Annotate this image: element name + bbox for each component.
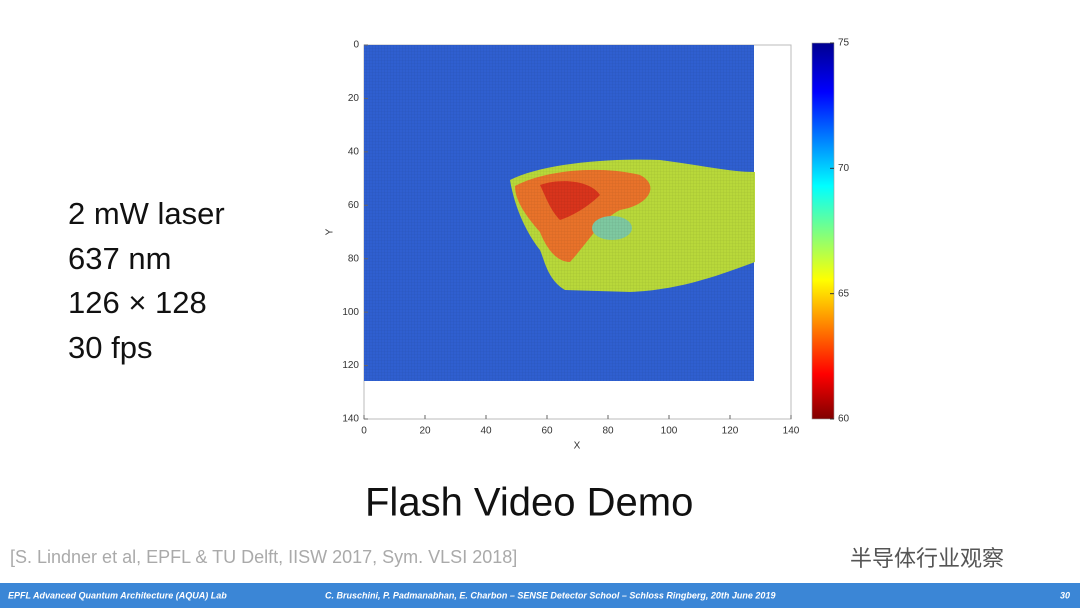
x-tick-label: 0 — [361, 426, 367, 437]
colorbar-tick-label: 60 — [838, 414, 850, 425]
page-number: 30 — [1060, 590, 1070, 600]
watermark: 半导体行业观察 — [850, 546, 1004, 571]
footer-left: EPFL Advanced Quantum Architecture (AQUA… — [8, 590, 227, 600]
x-tick-label: 120 — [722, 426, 739, 437]
footer-center: C. Bruschini, P. Padmanabhan, E. Charbon… — [325, 590, 775, 600]
y-tick-label: 80 — [348, 253, 360, 264]
y-tick-label: 0 — [353, 40, 359, 51]
y-tick-label: 20 — [348, 93, 360, 104]
colorbar-tick-label: 65 — [838, 288, 850, 299]
depth-image — [364, 45, 755, 381]
caption: Flash Video Demo — [365, 481, 693, 525]
bullet: 2 mW laser — [68, 196, 225, 231]
colorbar — [811, 42, 835, 420]
x-tick-label: 20 — [419, 426, 431, 437]
bullet: 30 fps — [68, 330, 153, 365]
y-tick-label: 40 — [348, 146, 360, 157]
y-tick-label: 100 — [342, 307, 359, 318]
x-tick-label: 40 — [480, 426, 492, 437]
bullet: 126 × 128 — [68, 285, 207, 320]
y-tick-label: 120 — [342, 360, 359, 371]
x-axis-label: X — [574, 441, 581, 452]
x-tick-label: 100 — [661, 426, 678, 437]
footer-bar — [0, 583, 1080, 608]
bullet: 637 nm — [68, 241, 172, 276]
y-tick-label: 60 — [348, 200, 360, 211]
reference: [S. Lindner et al, EPFL & TU Delft, IISW… — [10, 547, 517, 567]
x-tick-label: 140 — [783, 426, 800, 437]
x-tick-label: 60 — [541, 426, 553, 437]
colorbar-tick-label: 70 — [838, 163, 850, 174]
x-tick-label: 80 — [602, 426, 614, 437]
y-tick-label: 140 — [342, 414, 359, 425]
y-axis-label: Y — [325, 228, 336, 235]
colorbar-tick-label: 75 — [838, 38, 850, 49]
